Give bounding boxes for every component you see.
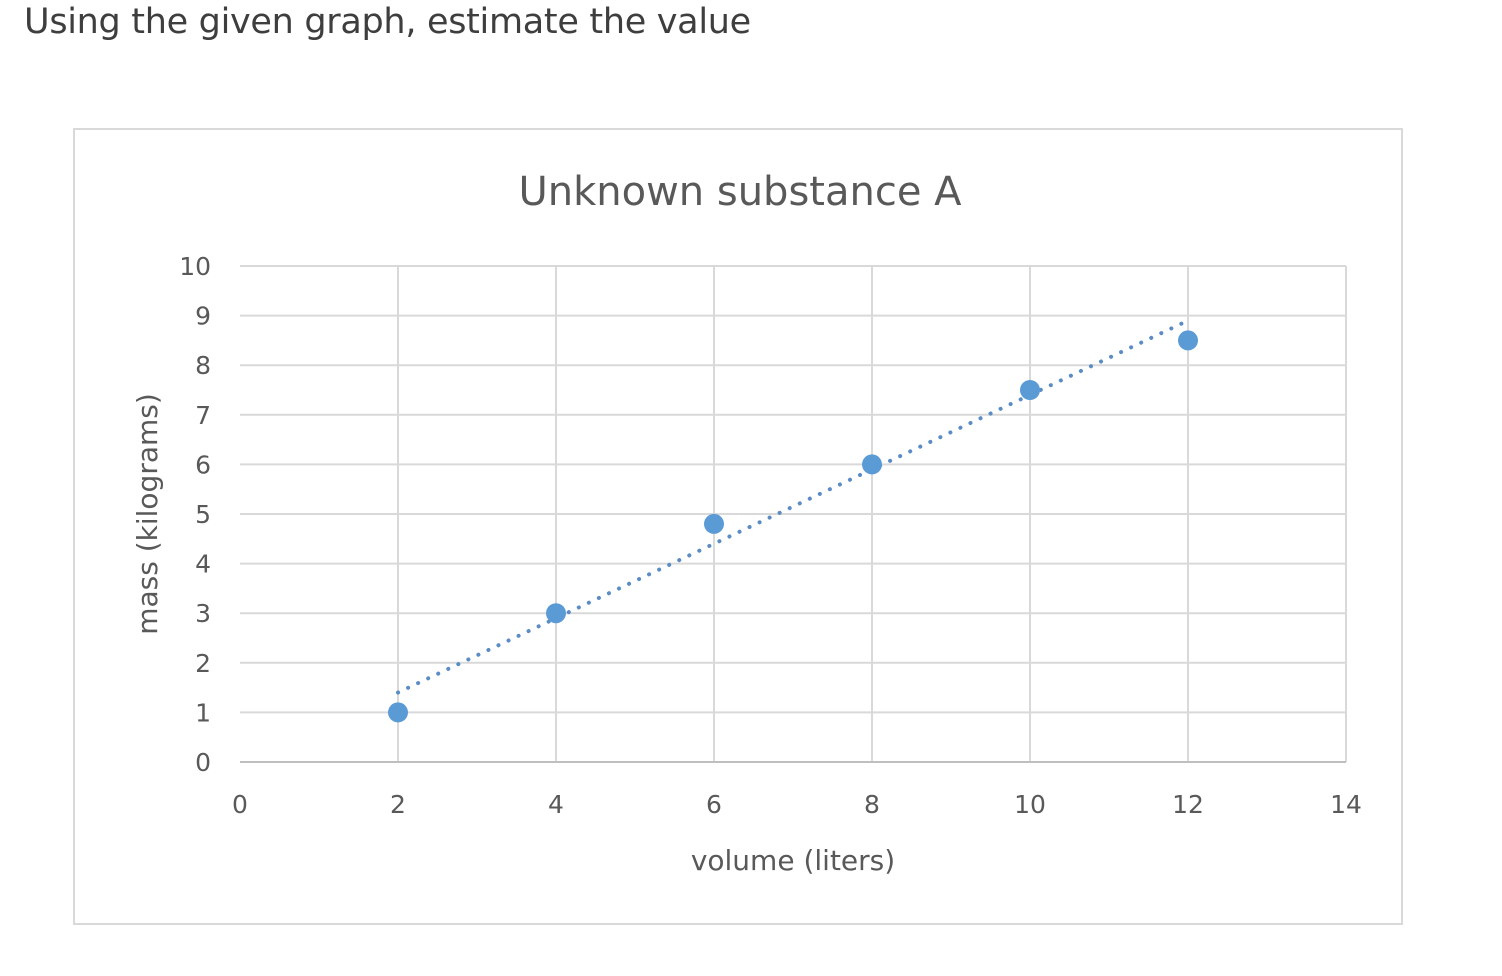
x-axis-label: volume (liters)	[691, 844, 895, 877]
x-tick-label: 6	[706, 790, 722, 819]
x-axis-ticks: 0 2 4 6 8 10 12 14	[232, 790, 1362, 819]
chart-title: Unknown substance A	[518, 169, 962, 215]
chart-frame	[73, 128, 1403, 925]
y-tick-label: 1	[195, 698, 211, 727]
y-tick-label: 6	[195, 450, 211, 479]
data-point	[704, 513, 724, 534]
data-point	[388, 702, 408, 723]
y-tick-label: 5	[195, 500, 211, 529]
y-tick-label: 10	[179, 252, 211, 281]
y-tick-label: 9	[195, 302, 211, 331]
data-points	[388, 330, 1198, 723]
x-tick-label: 2	[390, 790, 406, 819]
x-tick-label: 0	[232, 790, 248, 819]
x-tick-label: 10	[1014, 790, 1046, 819]
gridlines	[240, 265, 1347, 763]
data-point	[862, 454, 882, 475]
data-point	[546, 603, 566, 624]
y-tick-label: 7	[195, 401, 211, 430]
question-text: Using the given graph, estimate the valu…	[24, 2, 751, 42]
y-tick-label: 2	[195, 649, 211, 678]
y-tick-label: 3	[195, 599, 211, 628]
y-axis-label: mass (kilograms)	[131, 393, 164, 635]
x-tick-label: 12	[1172, 790, 1204, 819]
x-tick-label: 4	[548, 790, 564, 819]
x-tick-label: 14	[1330, 790, 1362, 819]
y-tick-label: 0	[195, 748, 211, 777]
data-point	[1020, 380, 1040, 400]
y-tick-label: 4	[195, 550, 211, 579]
y-tick-label: 8	[195, 351, 211, 380]
trendline	[396, 318, 1190, 695]
data-point	[1178, 330, 1198, 351]
y-axis-ticks: 0 1 2 3 4 5 6 7 8 9 10	[179, 252, 211, 777]
x-tick-label: 8	[864, 790, 880, 819]
